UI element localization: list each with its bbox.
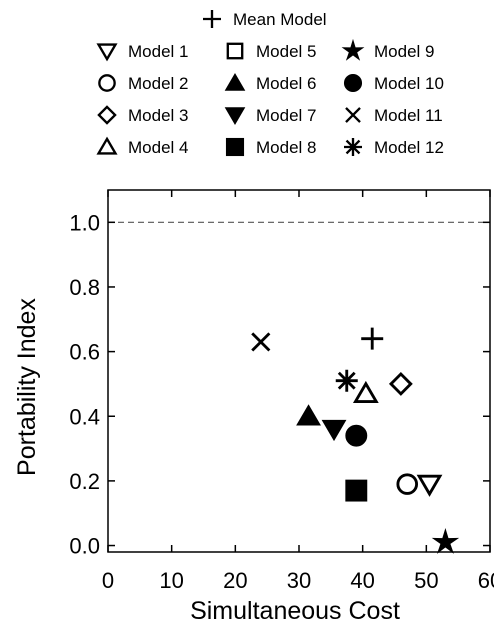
y-tick-label-3: 0.6	[69, 340, 100, 365]
point-model-9	[431, 527, 460, 554]
legend-marker-mean-model	[203, 10, 221, 28]
legend-label-model-3: Model 3	[128, 106, 188, 125]
legend-item-model-3: Model 3	[97, 105, 188, 125]
legend-label-model-5: Model 5	[256, 42, 316, 61]
legend-item-model-5: Model 5	[226, 42, 316, 61]
x-tick-label-5: 50	[414, 568, 438, 593]
legend-label-model-1: Model 1	[128, 42, 188, 61]
legend-label-model-8: Model 8	[256, 138, 316, 157]
legend-label-model-6: Model 6	[256, 74, 316, 93]
legend-label-model-7: Model 7	[256, 106, 316, 125]
point-model-12	[335, 369, 358, 392]
legend-marker-model-12	[344, 138, 362, 156]
legend-label-model-9: Model 9	[374, 42, 434, 61]
x-tick-label-6: 60	[478, 568, 494, 593]
y-tick-label-2: 0.4	[69, 404, 100, 429]
legend-label-model-10: Model 10	[374, 74, 444, 93]
legend-marker-model-1	[96, 43, 118, 62]
legend-marker-model-7	[224, 107, 246, 125]
legend-label-model-11: Model 11	[374, 106, 443, 125]
legend-marker-model-8	[225, 137, 245, 157]
point-model-2	[396, 473, 419, 495]
legend-item-model-6: Model 6	[224, 73, 316, 93]
x-tick-label-1: 10	[159, 568, 183, 593]
data-points	[251, 327, 460, 554]
x-tick-label-4: 40	[350, 568, 374, 593]
legend-item-model-9: Model 9	[341, 38, 434, 61]
x-tick-label-3: 30	[287, 568, 311, 593]
y-tick-label-4: 0.8	[69, 275, 100, 300]
y-axis-title: Portability Index	[13, 298, 41, 476]
legend-item-model-2: Model 2	[98, 74, 188, 93]
point-model-7	[321, 419, 347, 442]
legend-label-model-12: Model 12	[374, 138, 444, 157]
legend-label-model-4: Model 4	[128, 138, 188, 157]
point-model-4	[352, 380, 379, 403]
legend: Mean Model Model 1 Model 5 Model 9 Model 2 Mo…	[96, 10, 444, 157]
point-mean-model	[361, 327, 384, 350]
legend-item-model-10: Model 10	[343, 73, 444, 93]
legend-item-model-7: Model 7	[224, 106, 316, 125]
legend-item-model-11: Model 11	[345, 106, 443, 125]
legend-label-mean-model: Mean Model	[233, 10, 327, 29]
legend-marker-model-6	[224, 73, 246, 91]
point-model-8	[345, 479, 368, 502]
point-model-3	[388, 372, 413, 396]
legend-item-model-1: Model 1	[96, 42, 188, 62]
legend-marker-model-5	[226, 42, 244, 60]
x-axis-title: Simultaneous Cost	[190, 597, 400, 625]
point-model-6	[296, 404, 321, 426]
legend-marker-model-4	[96, 136, 118, 155]
legend-marker-model-10	[343, 73, 363, 93]
legend-item-model-12: Model 12	[344, 138, 444, 157]
axes: 0 10 20 30 40 50 60 0.0 0.2 0.4 0.6 0.8 1.0 Simultane…	[13, 189, 494, 625]
legend-label-model-2: Model 2	[128, 74, 188, 93]
y-tick-label-1: 0.2	[69, 469, 100, 494]
legend-marker-model-11	[345, 107, 361, 123]
legend-marker-model-3	[97, 105, 117, 125]
legend-item-model-4: Model 4	[96, 136, 188, 157]
legend-marker-model-9	[341, 38, 365, 61]
y-tick-label-0: 0.0	[69, 534, 100, 559]
legend-marker-model-2	[98, 74, 116, 92]
legend-item-model-8: Model 8	[225, 137, 316, 157]
plot-frame	[107, 189, 491, 553]
y-tick-label-5: 1.0	[69, 210, 100, 235]
x-tick-label-0: 0	[102, 568, 114, 593]
legend-item-mean-model: Mean Model	[203, 10, 327, 29]
point-model-10	[345, 424, 368, 447]
point-model-1	[416, 474, 443, 497]
x-tick-label-2: 20	[223, 568, 247, 593]
point-model-11	[251, 332, 271, 352]
